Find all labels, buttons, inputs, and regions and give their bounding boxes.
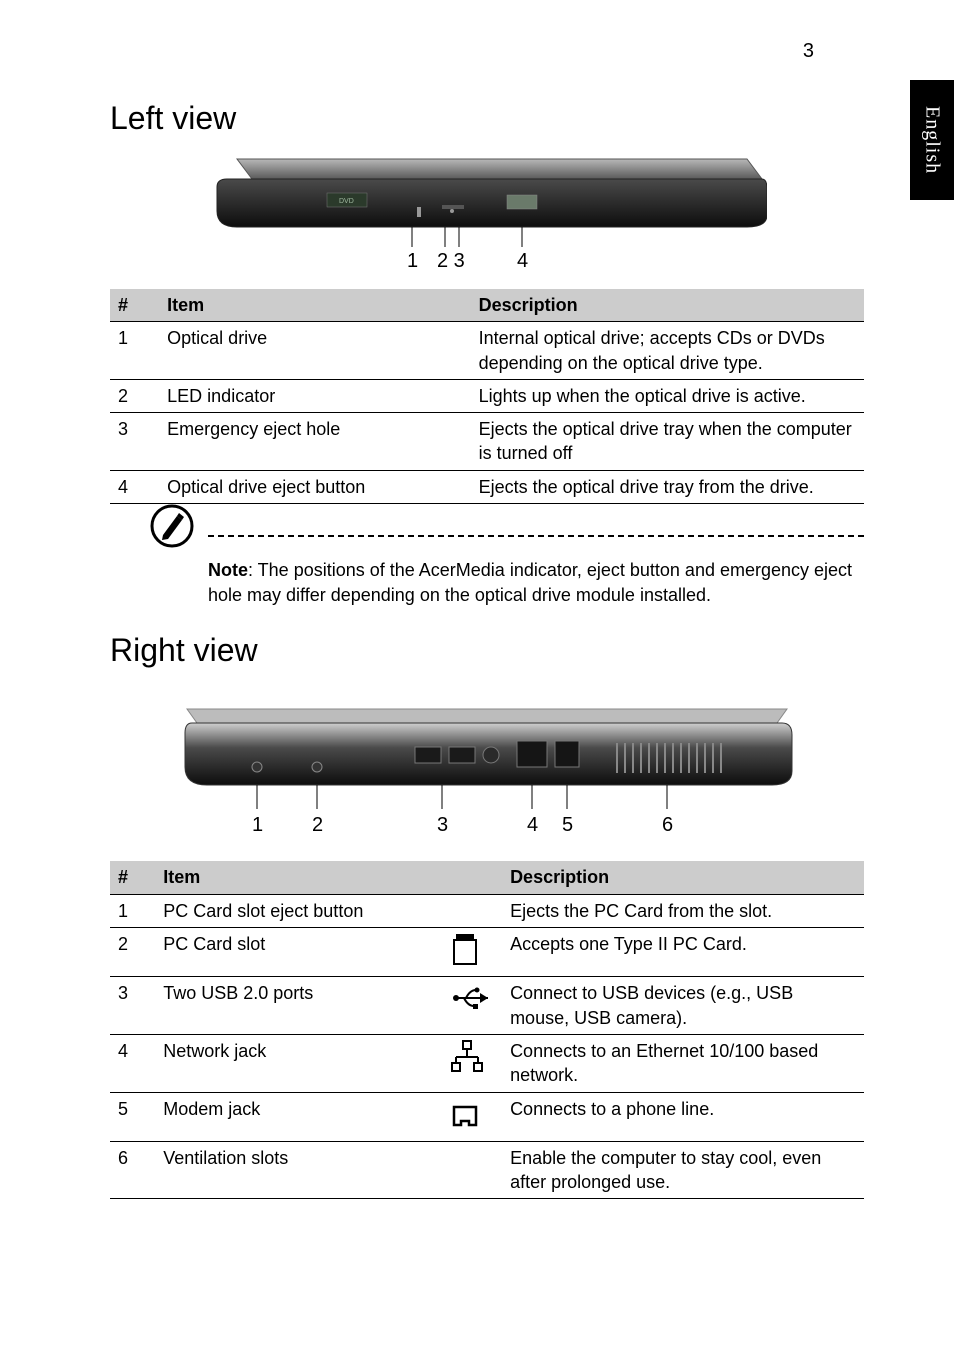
page-number: 3 [803, 40, 814, 63]
svg-text:1: 1 [252, 814, 263, 836]
cell-item: PC Card slot eject button [155, 894, 442, 927]
note-dashes [208, 535, 864, 537]
cell-desc: Ejects the optical drive tray when the c… [471, 413, 864, 471]
cell-num: 4 [110, 1034, 155, 1092]
cell-num: 2 [110, 928, 155, 977]
cell-icon [442, 894, 502, 927]
cell-item: Network jack [155, 1034, 442, 1092]
cell-item: Two USB 2.0 ports [155, 977, 442, 1035]
cell-icon [442, 1141, 502, 1199]
page-content: Left view [110, 100, 864, 1199]
right-view-figure: 1 2 3 4 5 6 [110, 681, 864, 851]
callout-1: 1 [407, 250, 418, 272]
modem-icon [442, 1092, 502, 1141]
table-row: 4 Optical drive eject button Ejects the … [110, 470, 864, 503]
cell-item: Emergency eject hole [159, 413, 470, 471]
svg-text:5: 5 [562, 814, 573, 836]
note-label: Note [208, 560, 248, 580]
th-item: Item [155, 861, 442, 894]
cell-desc: Accepts one Type II PC Card. [502, 928, 864, 977]
cell-num: 4 [110, 470, 159, 503]
cell-num: 5 [110, 1092, 155, 1141]
callout-23: 2 3 [437, 250, 465, 272]
svg-text:4: 4 [527, 814, 538, 836]
cell-num: 1 [110, 322, 159, 380]
ethernet-icon [442, 1034, 502, 1092]
pencil-circle-icon [150, 504, 194, 548]
left-view-heading: Left view [110, 100, 864, 137]
table-row: 4 Network jack Connects to [110, 1034, 864, 1092]
svg-text:DVD: DVD [339, 198, 354, 205]
table-row: 6 Ventilation slots Enable the computer … [110, 1141, 864, 1199]
th-num: # [110, 861, 155, 894]
cell-item: Modem jack [155, 1092, 442, 1141]
cell-desc: Ejects the optical drive tray from the d… [471, 470, 864, 503]
cell-item: Optical drive eject button [159, 470, 470, 503]
th-desc: Description [471, 289, 864, 322]
cell-item: Ventilation slots [155, 1141, 442, 1199]
cell-desc: Lights up when the optical drive is acti… [471, 379, 864, 412]
cell-desc: Connects to a phone line. [502, 1092, 864, 1141]
svg-text:6: 6 [662, 814, 673, 836]
cell-desc: Connects to an Ethernet 10/100 based net… [502, 1034, 864, 1092]
table-row: 3 Emergency eject hole Ejects the optica… [110, 413, 864, 471]
cell-num: 1 [110, 894, 155, 927]
table-row: 3 Two USB 2.0 ports Connect [110, 977, 864, 1035]
left-view-table: # Item Description 1 Optical drive Inter… [110, 289, 864, 504]
note-body: : The positions of the AcerMedia indicat… [208, 560, 852, 605]
cell-item: PC Card slot [155, 928, 442, 977]
cell-item: LED indicator [159, 379, 470, 412]
cell-num: 2 [110, 379, 159, 412]
cell-num: 6 [110, 1141, 155, 1199]
cell-num: 3 [110, 413, 159, 471]
callout-4: 4 [517, 250, 528, 272]
usb-icon [442, 977, 502, 1035]
table-row: 5 Modem jack Connects to a phone line. [110, 1092, 864, 1141]
cell-desc: Ejects the PC Card from the slot. [502, 894, 864, 927]
note-text: Note: The positions of the AcerMedia ind… [208, 558, 864, 608]
table-row: 1 Optical drive Internal optical drive; … [110, 322, 864, 380]
right-view-table: # Item Description 1 PC Card slot eject … [110, 861, 864, 1199]
table-row: 1 PC Card slot eject button Ejects the P… [110, 894, 864, 927]
svg-text:3: 3 [437, 814, 448, 836]
cell-item: Optical drive [159, 322, 470, 380]
left-view-figure: DVD 1 2 3 4 [110, 149, 864, 279]
cell-desc: Connect to USB devices (e.g., USB mouse,… [502, 977, 864, 1035]
right-view-heading: Right view [110, 632, 864, 669]
cell-desc: Enable the computer to stay cool, even a… [502, 1141, 864, 1199]
svg-text:2: 2 [312, 814, 323, 836]
th-desc: Description [502, 861, 864, 894]
note-dash-row [110, 504, 864, 548]
cell-desc: Internal optical drive; accepts CDs or D… [471, 322, 864, 380]
language-tab: English [910, 80, 954, 200]
th-num: # [110, 289, 159, 322]
pc-card-icon [442, 928, 502, 977]
table-row: 2 LED indicator Lights up when the optic… [110, 379, 864, 412]
th-item: Item [159, 289, 470, 322]
cell-num: 3 [110, 977, 155, 1035]
manual-page: 3 English Left view [0, 0, 954, 1369]
th-icon [442, 861, 502, 894]
table-row: 2 PC Card slot Accepts one Type II PC Ca… [110, 928, 864, 977]
